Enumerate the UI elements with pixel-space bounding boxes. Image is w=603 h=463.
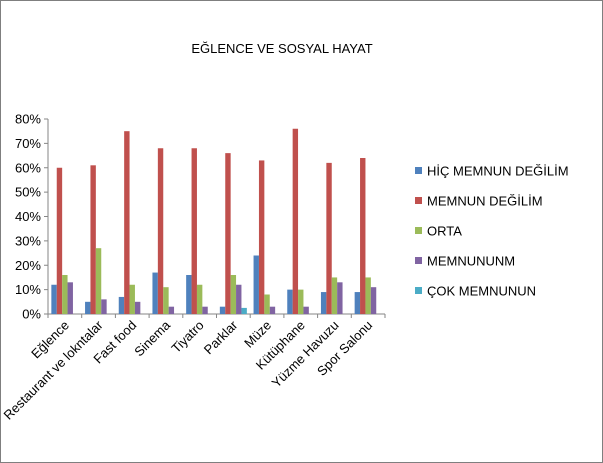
bar — [51, 284, 57, 314]
bar — [202, 306, 208, 314]
y-tick-label: 10% — [15, 282, 41, 297]
bar — [124, 131, 130, 314]
bar — [292, 128, 299, 314]
bar — [152, 272, 158, 314]
y-tick-label: 50% — [15, 185, 41, 200]
bar — [230, 275, 237, 314]
bar — [264, 294, 270, 314]
x-category-label: Sinema — [131, 317, 173, 359]
bar — [287, 289, 293, 314]
bar — [95, 248, 102, 314]
legend-swatch — [415, 287, 422, 294]
bar — [365, 277, 371, 314]
bar — [331, 277, 338, 314]
y-tick-label: 80% — [15, 112, 41, 127]
bar — [62, 275, 68, 314]
bar — [219, 306, 226, 314]
bar — [90, 165, 96, 314]
legend-swatch — [415, 197, 422, 204]
y-tick-label: 40% — [15, 209, 41, 224]
bar — [354, 292, 361, 314]
bar — [163, 287, 169, 314]
bar — [67, 282, 73, 314]
legend-swatch — [415, 167, 422, 174]
bar — [168, 306, 175, 314]
x-category-label: Parklar — [201, 317, 241, 357]
bar — [298, 289, 304, 314]
y-tick-label: 30% — [15, 233, 41, 248]
bar — [258, 160, 265, 314]
y-tick-label: 0% — [22, 307, 41, 322]
bar — [236, 284, 242, 314]
x-category-label: Tiyatro — [168, 318, 206, 356]
bar — [196, 284, 203, 314]
bar — [118, 296, 125, 314]
legend-swatch — [415, 227, 422, 234]
bar — [370, 287, 377, 314]
y-tick-label: 20% — [15, 258, 41, 273]
legend-swatch — [415, 257, 422, 264]
legend-label: ORTA — [427, 224, 462, 239]
bar — [241, 307, 247, 314]
y-tick-label: 60% — [15, 160, 41, 175]
legend-label: HİÇ MEMNUN DEĞİLİM — [427, 164, 569, 179]
plot-area: 0%10%20%30%40%50%60%70%80%EğlenceRestaur… — [1, 112, 386, 423]
bar — [157, 148, 164, 314]
bar — [191, 148, 197, 314]
bar — [186, 275, 192, 314]
bar — [326, 162, 332, 314]
legend-label: MEMNUNUNM — [427, 254, 515, 269]
bar — [134, 301, 141, 314]
legend-label: MEMNUN DEĞİLİM — [427, 194, 543, 209]
y-tick-label: 70% — [15, 136, 41, 151]
bar — [101, 299, 107, 314]
bar — [225, 153, 231, 314]
bar — [320, 292, 327, 314]
chart-title: EĞLENCE VE SOSYAL HAYAT — [191, 41, 372, 56]
legend-label: ÇOK MEMNUNUN — [427, 284, 536, 299]
bar — [85, 301, 91, 314]
bar — [253, 255, 259, 314]
bar — [269, 306, 276, 314]
bar — [303, 306, 309, 314]
bar — [129, 284, 135, 314]
bar — [360, 158, 366, 314]
legend: HİÇ MEMNUN DEĞİLİM MEMNUN DEĞİLİM ORTA MEMN… — [415, 164, 569, 299]
bar — [56, 167, 63, 314]
bar — [337, 282, 343, 314]
